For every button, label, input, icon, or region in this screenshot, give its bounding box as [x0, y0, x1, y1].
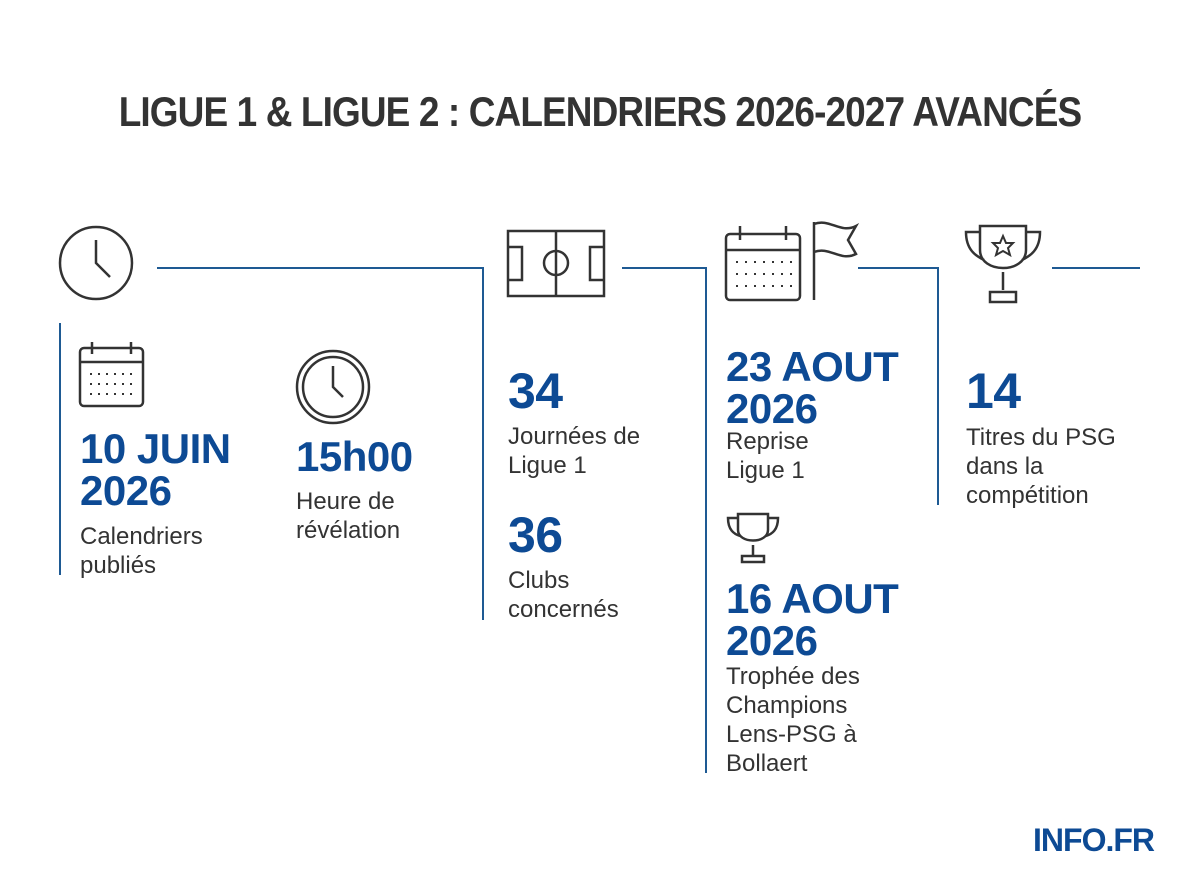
- stat-value: 36: [508, 507, 563, 563]
- stat-label: Calendriers publiés: [80, 523, 203, 579]
- stat-label: Journées de Ligue 1: [508, 423, 641, 479]
- brand-logo: INFO.FR: [1033, 822, 1155, 858]
- stat-label: Heure de révélation: [296, 488, 401, 544]
- stat-value: 34: [508, 363, 563, 419]
- stat-value: 15h00: [296, 433, 413, 480]
- stat-value: 23 AOUT 2026: [726, 343, 899, 432]
- title: LIGUE 1 & LIGUE 2 : CALENDRIERS 2026-202…: [118, 88, 1082, 135]
- stat-label: Clubs concernés: [508, 567, 619, 623]
- stat-value: 16 AOUT 2026: [726, 575, 899, 664]
- stat-label: Titres du PSG dans la compétition: [966, 424, 1116, 509]
- stat-label: Trophée des Champions Lens-PSG à Bollaer…: [726, 663, 860, 777]
- stat-value: 14: [966, 363, 1021, 419]
- stat-label: Reprise Ligue 1: [726, 428, 809, 484]
- stat-value: 10 JUIN 2026: [80, 425, 231, 514]
